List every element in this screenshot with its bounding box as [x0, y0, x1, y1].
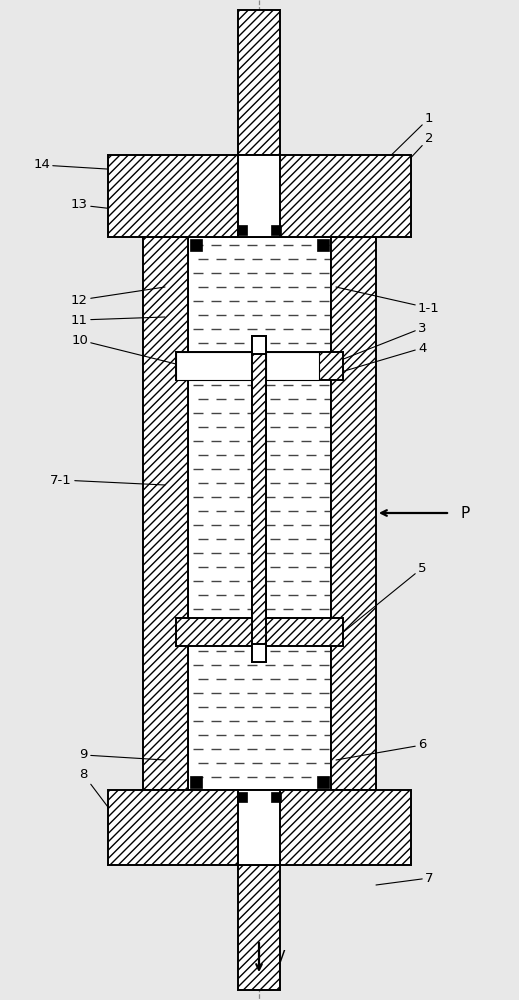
Text: P: P	[460, 506, 469, 520]
Bar	[176, 618, 343, 646]
Bar	[266, 352, 319, 380]
Bar	[252, 336, 266, 662]
Bar	[190, 776, 202, 788]
Bar	[238, 155, 280, 237]
Bar	[238, 865, 280, 990]
Text: 11: 11	[71, 314, 165, 326]
Bar	[317, 239, 329, 251]
Bar	[252, 378, 266, 458]
Bar	[188, 237, 331, 790]
Text: 13: 13	[71, 198, 123, 212]
Text: 2: 2	[376, 131, 433, 195]
Text: 8: 8	[79, 768, 123, 827]
Bar	[331, 237, 376, 790]
Bar	[237, 792, 247, 802]
Bar	[252, 538, 266, 618]
Text: 4: 4	[341, 342, 427, 372]
Bar	[317, 776, 329, 788]
Bar	[176, 352, 343, 380]
Bar	[271, 225, 281, 235]
Text: V: V	[275, 950, 285, 964]
Bar	[176, 352, 252, 380]
Bar	[190, 239, 202, 251]
Text: 7: 7	[376, 871, 433, 885]
Text: 5: 5	[336, 562, 427, 638]
Bar	[108, 790, 411, 865]
Text: 6: 6	[336, 738, 427, 760]
Text: 3: 3	[341, 322, 427, 360]
Bar	[238, 10, 280, 155]
Bar	[143, 237, 188, 790]
Text: 10: 10	[71, 334, 184, 366]
Text: 1-1: 1-1	[336, 287, 440, 314]
Bar	[237, 225, 247, 235]
Text: 12: 12	[71, 287, 165, 306]
Bar	[252, 644, 266, 662]
Bar	[108, 155, 411, 237]
Text: 1: 1	[376, 111, 433, 170]
Bar	[252, 336, 266, 354]
Text: 9: 9	[79, 748, 165, 762]
Text: 7-1: 7-1	[50, 474, 165, 487]
Bar	[271, 792, 281, 802]
Text: 14: 14	[33, 158, 123, 172]
Bar	[238, 790, 280, 865]
